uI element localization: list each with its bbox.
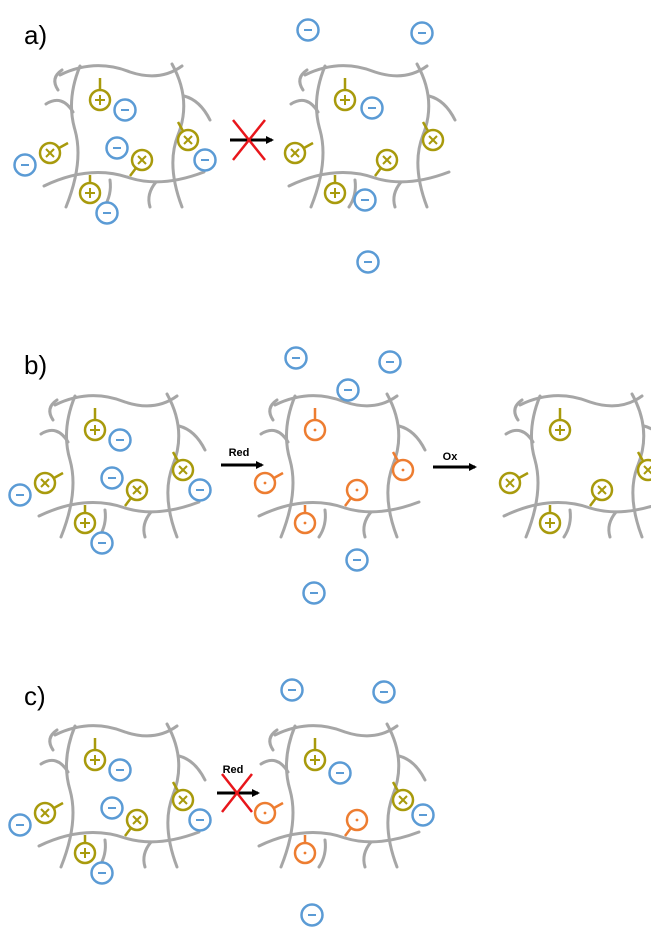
polymer-chain [179,426,205,450]
figure: a) b) c) Red Ox Red [0,0,651,929]
tether [125,828,131,836]
arrow-label: Red [229,447,250,459]
tether [375,168,381,176]
polymer-chain [144,842,151,867]
panel-label: c) [24,681,46,711]
polymer-network [255,724,425,867]
polymer-chain [281,726,295,867]
polymer-network [285,64,455,207]
polymer-chain [289,172,449,186]
polymer-network [35,394,205,537]
polymer-chain [364,512,371,537]
polymer-chain [564,510,570,537]
polymer-chain [291,100,318,112]
radical-dot [264,812,267,815]
polymer-chain [61,726,75,867]
polymer-chain [399,756,425,780]
tether [54,803,63,808]
polymer-chain [261,430,288,442]
polymer-chain [394,182,401,207]
polymer-chain [149,182,156,207]
polymer-network [255,394,425,537]
tether [345,828,351,836]
polymer-chain [144,512,151,537]
polymer-network [500,394,651,537]
radical-dot [304,852,307,855]
polymer-chain [311,66,325,207]
polymer-chain [259,502,419,516]
polymer-chain [39,502,199,516]
polymer-chain [261,760,288,772]
polymer-chain [526,396,540,537]
polymer-chain [399,426,425,450]
page: a) b) c) Red Ox Red (() => { const data … [0,0,651,929]
polymer-chain [46,100,73,112]
tether [59,143,68,148]
radical-dot [304,522,307,525]
polymer-chain [429,96,455,120]
radical-dot [264,482,267,485]
polymer-chain [184,96,210,120]
polymer-chain [609,512,616,537]
polymer-chain [504,502,651,516]
polymer-chain [506,430,533,442]
polymer-chain [319,510,325,537]
panel-label: b) [24,350,47,380]
polymer-chain [41,430,68,442]
tether [130,168,136,176]
polymer-chain [61,396,75,537]
tether [125,498,131,506]
radical-dot [356,819,359,822]
polymer-chain [41,760,68,772]
polymer-chain [179,756,205,780]
polymer-network [40,64,210,207]
tether [274,803,283,808]
tether [345,498,351,506]
radical-dot [356,489,359,492]
radical-dot [402,469,405,472]
polymer-chain [44,172,204,186]
arrow-label: Ox [443,451,459,463]
radical-dot [314,429,317,432]
tether [304,143,313,148]
polymer-network [35,724,205,867]
tether [54,473,63,478]
polymer-chain [281,396,295,537]
polymer-chain [259,832,419,846]
polymer-chain [39,832,199,846]
arrow-label: Red [223,764,244,776]
polymer-chain [66,66,80,207]
tether [519,473,528,478]
panel-label: a) [24,20,47,50]
tether [274,473,283,478]
polymer-chain [364,842,371,867]
tether [590,498,596,506]
polymer-chain [319,840,325,867]
